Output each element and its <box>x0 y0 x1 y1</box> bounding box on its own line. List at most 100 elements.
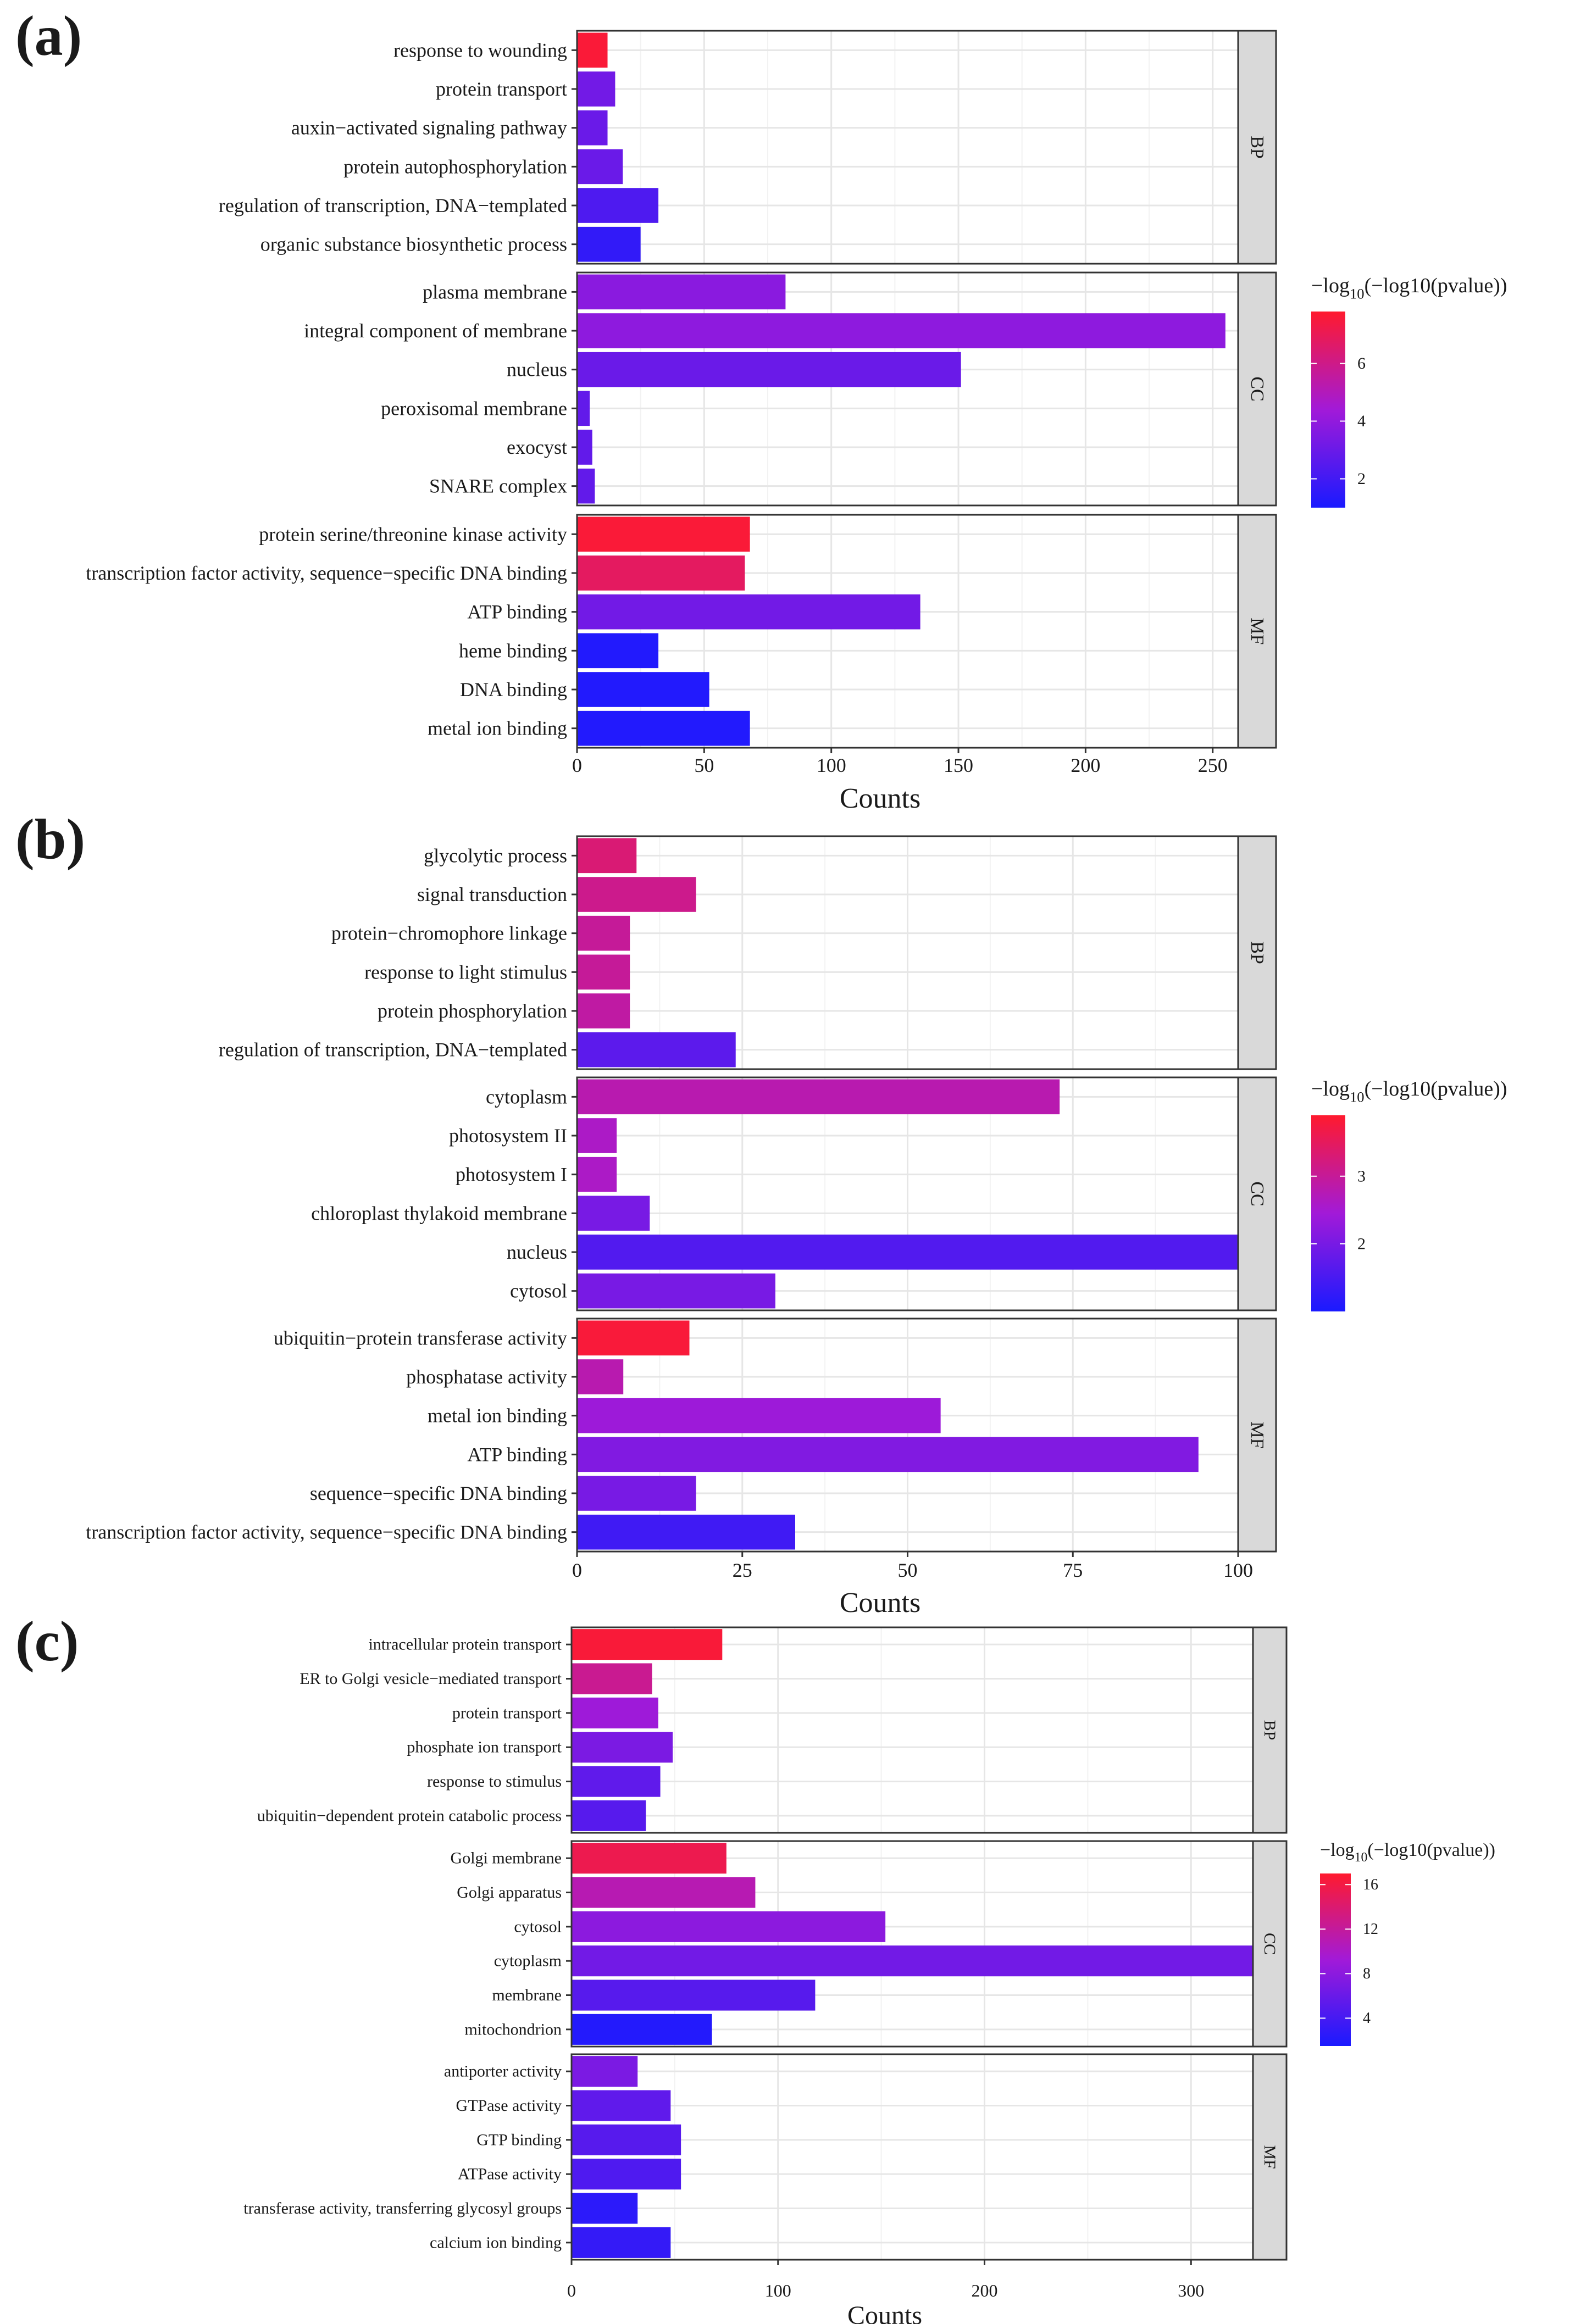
category-label: plasma membrane <box>423 281 567 303</box>
category-label: mitochondrion <box>464 2020 562 2038</box>
legend-tick-label: 4 <box>1357 412 1366 430</box>
facet-strip <box>1237 514 1277 749</box>
category-label: GTP binding <box>476 2131 562 2149</box>
facet-mf: antiporter activity GTPase activity GTP bi… <box>243 2053 1288 2261</box>
category-label: Golgi membrane <box>451 1849 562 1867</box>
legend-title: −log10(−log10(pvalue)) <box>1320 1840 1495 1865</box>
x-tick-label: 50 <box>694 754 714 776</box>
category-label: phosphate ion transport <box>407 1738 562 1756</box>
bar <box>577 391 590 426</box>
category-label: metal ion binding <box>428 718 567 740</box>
panel-label: (c) <box>15 1610 79 1673</box>
bar <box>577 1398 941 1433</box>
category-label: chloroplast thylakoid membrane <box>311 1202 567 1224</box>
category-label: integral component of membrane <box>304 320 567 342</box>
facet-background <box>572 1841 1253 2047</box>
bar <box>577 1273 775 1309</box>
category-label: response to stimulus <box>427 1772 562 1791</box>
category-label: phosphatase activity <box>406 1366 567 1388</box>
category-label: photosystem II <box>449 1125 567 1147</box>
category-label: calcium ion binding <box>430 2233 562 2251</box>
category-label: cytosol <box>510 1280 567 1302</box>
bar <box>577 1157 617 1192</box>
bar <box>577 274 786 310</box>
facet-strip-label: MF <box>1261 2145 1279 2169</box>
category-label: Golgi apparatus <box>457 1883 562 1902</box>
bar <box>577 915 630 951</box>
facet-strip-label: MF <box>1247 618 1267 644</box>
bar <box>577 1032 736 1068</box>
category-label: transcription factor activity, sequence−… <box>86 562 567 584</box>
x-tick-label: 200 <box>1071 754 1100 776</box>
bar <box>577 1196 650 1231</box>
facet-bp: glycolytic process signal transduction pro… <box>219 835 1277 1070</box>
category-label: cytosol <box>514 1917 562 1936</box>
category-label: cytoplasm <box>494 1952 562 1970</box>
facet-cc: cytoplasm photosystem II photosystem I chlo… <box>311 1076 1277 1311</box>
legend-tick-label: 2 <box>1357 1235 1366 1253</box>
bar <box>572 2090 671 2121</box>
category-label: cytoplasm <box>486 1086 567 1108</box>
category-label: ER to Golgi vesicle−mediated transport <box>300 1670 562 1688</box>
legend-tick-label: 6 <box>1357 354 1366 372</box>
category-label: metal ion binding <box>428 1405 567 1427</box>
facet-mf: protein serine/threonine kinase activity… <box>86 514 1277 749</box>
facet-strip <box>1237 1076 1277 1311</box>
facet-strip-label: MF <box>1247 1421 1267 1448</box>
bar <box>572 2124 681 2155</box>
facet-background <box>577 273 1238 505</box>
bar <box>577 313 1225 348</box>
facet-strip-label: BP <box>1261 1720 1279 1741</box>
bar <box>577 1320 690 1356</box>
bar <box>577 877 696 912</box>
category-label: ubiquitin−protein transferase activity <box>274 1327 567 1349</box>
x-tick-label: 50 <box>898 1559 918 1581</box>
facet-strip-label: CC <box>1247 376 1267 401</box>
category-label: protein serine/threonine kinase activity <box>259 523 567 545</box>
facet-strip <box>1252 2053 1288 2261</box>
bar <box>572 2227 671 2258</box>
legend-tick-label: 16 <box>1363 1876 1378 1893</box>
bar <box>577 352 961 387</box>
category-label: membrane <box>492 1986 562 2004</box>
facet-strip <box>1237 835 1277 1070</box>
category-label: heme binding <box>459 640 567 661</box>
category-label: protein transport <box>436 78 567 100</box>
bar <box>572 1843 727 1874</box>
category-label: exocyst <box>507 436 567 458</box>
category-label: antiporter activity <box>444 2062 562 2081</box>
bar <box>577 1118 617 1153</box>
x-tick-label: 150 <box>944 754 973 776</box>
category-label: ATP binding <box>467 601 567 623</box>
facet-background <box>577 31 1238 264</box>
facet-strip <box>1252 1626 1288 1834</box>
category-label: peroxisomal membrane <box>381 397 567 419</box>
category-label: protein transport <box>452 1704 562 1722</box>
legend-colorbar <box>1320 1873 1351 2046</box>
legend-tick-label: 2 <box>1357 470 1366 488</box>
x-tick-label: 0 <box>572 1559 582 1581</box>
bar <box>572 1732 673 1763</box>
bar <box>572 2159 681 2190</box>
category-label: protein−chromophore linkage <box>331 922 567 944</box>
bar <box>577 1514 795 1550</box>
bar <box>572 1945 1253 1977</box>
facet-strip-label: CC <box>1247 1181 1267 1206</box>
bar <box>572 1980 816 2011</box>
category-label: transferase activity, transferring glyco… <box>243 2199 562 2217</box>
category-label: regulation of transcription, DNA−templat… <box>219 1039 567 1061</box>
category-label: ubiquitin−dependent protein catabolic pr… <box>257 1806 562 1825</box>
facet-mf: ubiquitin−protein transferase activity ph… <box>86 1317 1277 1553</box>
bar <box>572 1911 886 1942</box>
category-label: DNA binding <box>460 679 567 700</box>
x-tick-label: 100 <box>817 754 846 776</box>
legend-tick-label: 3 <box>1357 1167 1366 1185</box>
x-tick-label: 25 <box>733 1559 752 1581</box>
category-label: regulation of transcription, DNA−templat… <box>219 194 567 216</box>
x-axis-title: Counts <box>840 1587 920 1619</box>
x-tick-label: 250 <box>1198 754 1228 776</box>
category-label: auxin−activated signaling pathway <box>291 117 567 139</box>
category-label: photosystem I <box>456 1164 567 1186</box>
bar <box>572 2193 638 2224</box>
